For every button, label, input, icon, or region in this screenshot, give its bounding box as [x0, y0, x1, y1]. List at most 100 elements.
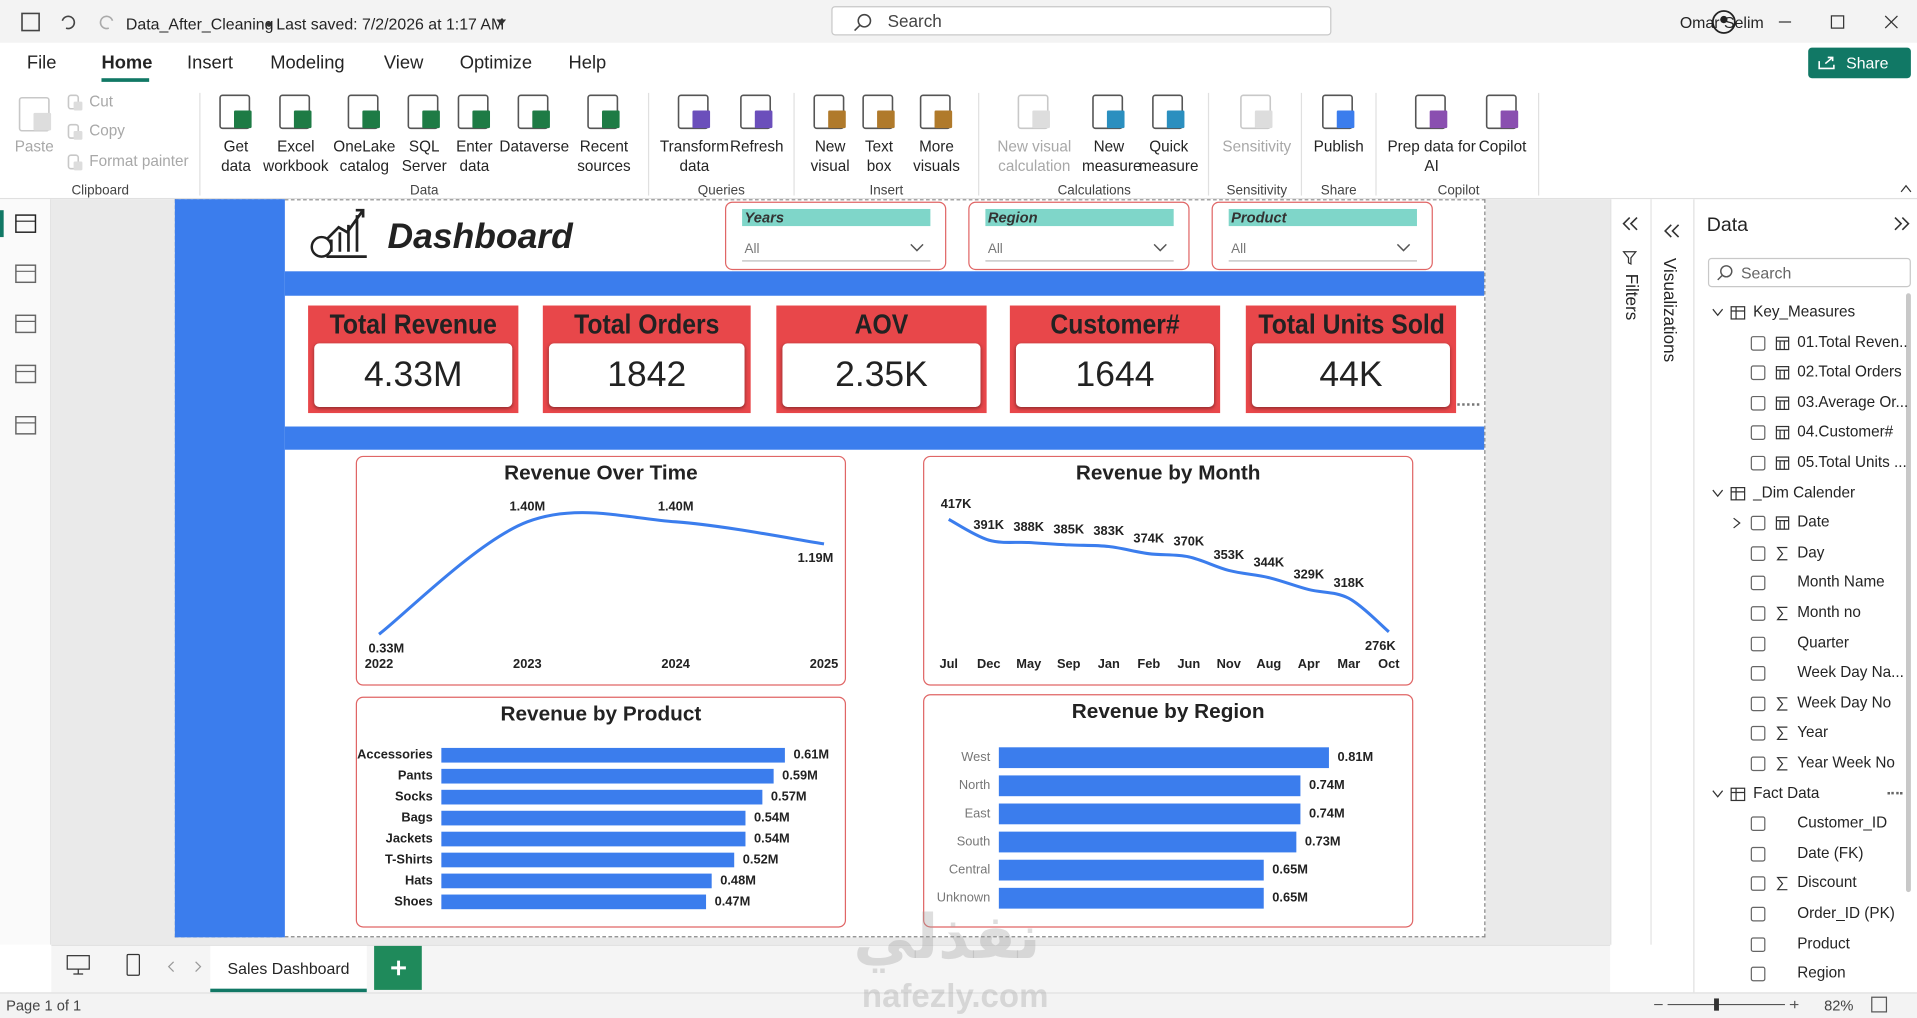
ribbon-button[interactable]: SQL Server: [401, 138, 447, 175]
field-name[interactable]: Order_ID (PK): [1797, 904, 1895, 922]
field-name[interactable]: Year Week No: [1797, 754, 1895, 772]
menu-tab[interactable]: View: [383, 52, 424, 74]
field-checkbox[interactable]: [1750, 876, 1766, 892]
field-checkbox[interactable]: [1750, 696, 1766, 712]
menu-tab[interactable]: Help: [568, 52, 607, 74]
menu-tab[interactable]: Insert: [187, 52, 233, 74]
icon-shape: [15, 415, 37, 435]
ribbon-button[interactable]: Excel workbook: [263, 138, 329, 175]
filters-label[interactable]: Filters: [1622, 273, 1642, 321]
menu-tab[interactable]: Optimize: [459, 52, 533, 74]
field-name[interactable]: Day: [1797, 543, 1825, 561]
ribbon-button[interactable]: Paste: [14, 138, 54, 156]
x-tick-label: 2023: [513, 656, 542, 671]
ribbon-button[interactable]: Copilot: [1478, 138, 1527, 156]
field-name[interactable]: 03.Average Or...: [1797, 393, 1908, 411]
field-checkbox[interactable]: [1750, 906, 1766, 922]
slicer-chevron: [1153, 243, 1167, 252]
field-checkbox[interactable]: [1750, 636, 1766, 651]
field-checkbox[interactable]: [1750, 666, 1766, 681]
field-name[interactable]: Week Day No: [1797, 693, 1892, 712]
field-checkbox[interactable]: [1750, 966, 1766, 982]
ribbon-button-small[interactable]: Copy: [89, 122, 125, 140]
icon-shape: [1776, 460, 1789, 470]
ribbon-button[interactable]: Enter data: [456, 138, 493, 175]
page-tab[interactable]: Sales Dashboard: [210, 945, 367, 993]
ribbon-button[interactable]: Recent sources: [577, 138, 631, 175]
field-name[interactable]: 05.Total Units ...: [1797, 453, 1907, 471]
ribbon-button[interactable]: Dataverse: [499, 138, 570, 156]
field-checkbox[interactable]: [1750, 816, 1766, 832]
field-name[interactable]: Date (FK): [1797, 844, 1864, 862]
icon-shape: [1775, 456, 1790, 470]
field-name[interactable]: Quarter: [1797, 633, 1850, 651]
expand-chevron: [1733, 517, 1741, 529]
field-name[interactable]: Year: [1797, 723, 1829, 742]
ribbon-button[interactable]: Sensitivity: [1222, 138, 1292, 156]
icon-shape: [1894, 216, 1910, 231]
ribbon-button[interactable]: Refresh: [730, 138, 784, 156]
field-name[interactable]: 01.Total Reven...: [1797, 333, 1908, 351]
data-label: 0.59M: [782, 768, 818, 783]
data-label: 0.54M: [754, 809, 790, 824]
ribbon-button-small[interactable]: Cut: [89, 92, 114, 110]
ribbon-icon: [67, 123, 83, 140]
icon-accent: [1166, 110, 1185, 129]
kpi-card: Customer# 1644: [1009, 305, 1221, 414]
ribbon-button[interactable]: Publish: [1313, 138, 1364, 156]
ribbon-button[interactable]: Transform data: [659, 138, 729, 175]
table-name[interactable]: Key_Measures: [1753, 303, 1856, 321]
ribbon-button[interactable]: More visuals: [913, 138, 960, 175]
slicer[interactable]: Years All: [724, 201, 947, 271]
ribbon-button[interactable]: Get data: [221, 138, 251, 175]
field-checkbox[interactable]: [1750, 936, 1766, 952]
field-name[interactable]: 02.Total Orders: [1797, 363, 1902, 381]
field-checkbox[interactable]: [1750, 846, 1766, 862]
menu-tab[interactable]: Modeling: [270, 52, 345, 74]
field-name[interactable]: Month Name: [1797, 573, 1885, 591]
slicer[interactable]: Region All: [968, 201, 1190, 271]
ribbon-button[interactable]: New visual calculation: [997, 138, 1072, 175]
add-page-button[interactable]: [374, 945, 422, 990]
x-tick-label: Oct: [1378, 656, 1400, 671]
ribbon-button[interactable]: Prep data for AI: [1387, 138, 1476, 175]
field-checkbox[interactable]: [1750, 365, 1766, 381]
ribbon-button[interactable]: New visual: [810, 138, 850, 175]
ribbon-button[interactable]: OneLake catalog: [333, 138, 396, 175]
table-name[interactable]: _Dim Calender: [1753, 483, 1856, 501]
field-checkbox[interactable]: [1750, 515, 1766, 531]
ribbon-button[interactable]: Quick measure: [1139, 138, 1199, 175]
field-name[interactable]: Month no: [1797, 603, 1861, 621]
field-checkbox[interactable]: [1750, 576, 1766, 591]
field-checkbox[interactable]: [1750, 606, 1766, 621]
bar: [441, 789, 763, 805]
field-name[interactable]: Customer_ID: [1797, 814, 1888, 832]
field-checkbox[interactable]: [1750, 455, 1766, 471]
ribbon-button-small[interactable]: Format painter: [89, 152, 189, 170]
field-name[interactable]: Week Day Na...: [1797, 663, 1904, 681]
field-name[interactable]: Discount: [1797, 874, 1857, 892]
field-checkbox[interactable]: [1750, 546, 1766, 561]
field-checkbox[interactable]: [1750, 335, 1766, 351]
slicer[interactable]: Product All: [1211, 201, 1433, 271]
ribbon-button[interactable]: New measure: [1081, 138, 1142, 175]
search-box[interactable]: Search: [831, 6, 1332, 36]
field-checkbox[interactable]: [1750, 425, 1766, 441]
menu-tab[interactable]: Home: [101, 52, 153, 74]
field-icon: [1776, 757, 1788, 771]
field-checkbox[interactable]: [1750, 726, 1766, 742]
field-name[interactable]: Region: [1797, 964, 1846, 982]
field-name[interactable]: Date: [1797, 513, 1830, 531]
data-search[interactable]: Search: [1707, 257, 1911, 288]
table-name[interactable]: Fact Data: [1753, 784, 1820, 802]
x-tick-label: Jan: [1098, 656, 1120, 671]
menu-tab[interactable]: File: [26, 52, 57, 74]
field-checkbox[interactable]: [1750, 395, 1766, 411]
field-name[interactable]: Product: [1797, 934, 1850, 952]
icon-shape: [1776, 606, 1788, 621]
visualizations-label[interactable]: Visualizations: [1660, 257, 1680, 363]
field-checkbox[interactable]: [1750, 756, 1766, 772]
ribbon-button[interactable]: Text box: [865, 138, 894, 175]
field-name[interactable]: 04.Customer#: [1797, 423, 1894, 441]
share-button[interactable]: Share: [1808, 47, 1911, 79]
